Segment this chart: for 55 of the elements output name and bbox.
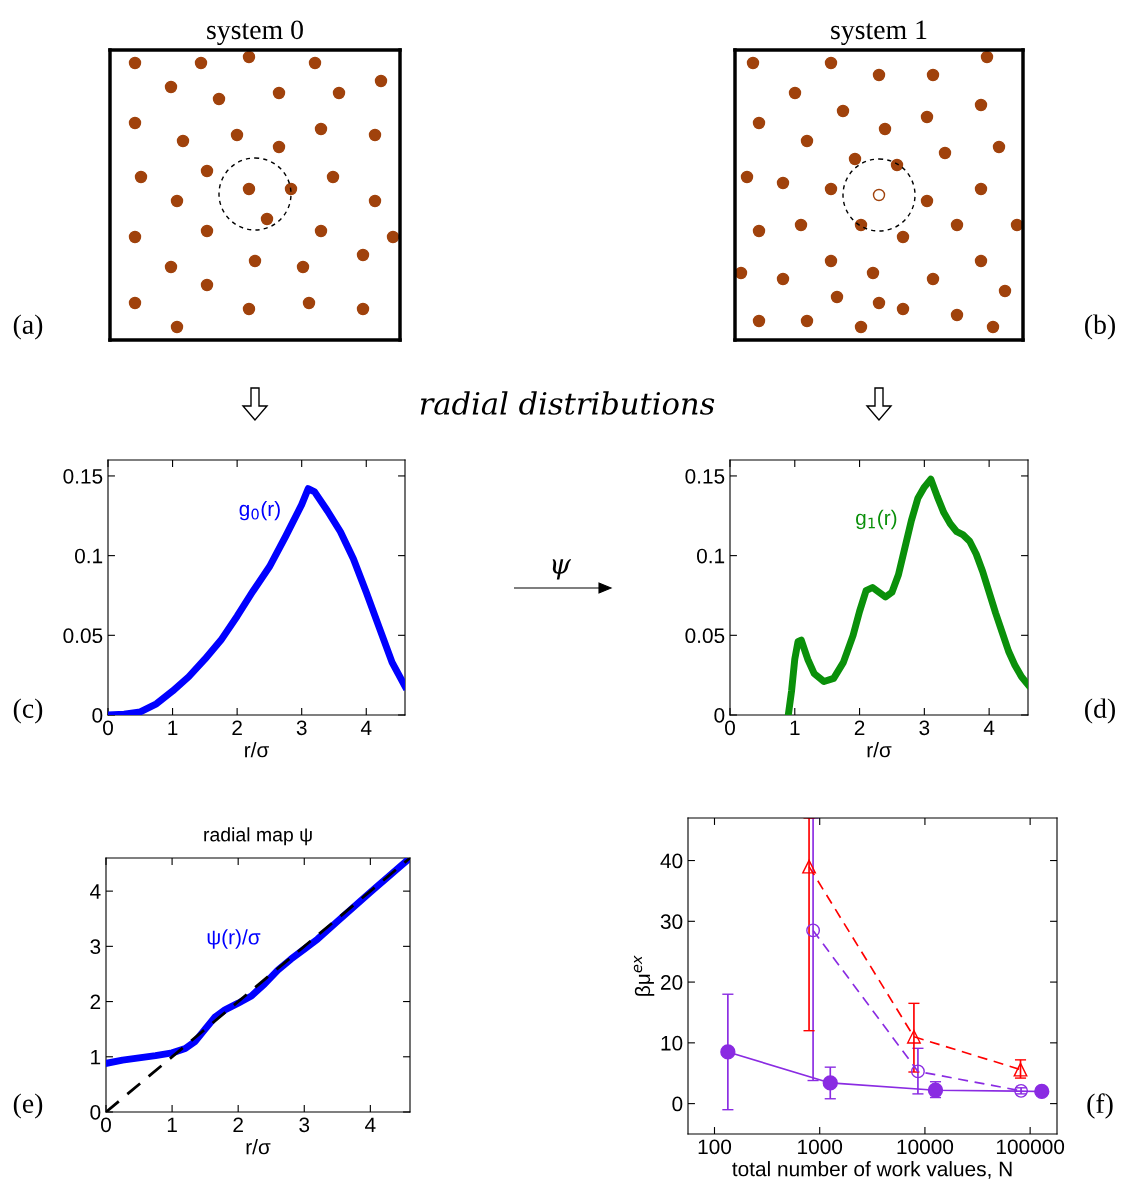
x-axis-title: r/σ	[245, 742, 269, 758]
x-tick-label: 3	[919, 720, 930, 736]
x-tick-label: 0	[725, 720, 735, 736]
x-tick-label: 4	[360, 720, 372, 735]
x-axis-title: r/σ	[867, 742, 892, 758]
y-tick-label: 1	[91, 1050, 101, 1065]
text: (b)	[1085, 314, 1115, 340]
series-label: g$_{0}$(r)	[239, 500, 280, 521]
y-tick-label: 0	[714, 708, 725, 723]
y-tick-label: 0.15	[63, 468, 103, 484]
y-tick-label: 30	[660, 914, 683, 930]
y-tick-label: 2	[90, 994, 101, 1010]
y-tick-label: 0	[90, 1105, 101, 1120]
x-tick-label: 100000	[996, 1139, 1065, 1155]
y-tick-label: 3	[90, 939, 101, 955]
y-axis-title: βμ$^{ex}$	[633, 955, 655, 996]
text: system 0	[207, 20, 303, 45]
x-tick-label: 0	[103, 720, 113, 736]
x-axis-title: r/σ	[246, 1139, 271, 1155]
x-tick-label: 2	[854, 720, 865, 735]
text: (d)	[1085, 698, 1115, 724]
x-tick-label: 4	[365, 1117, 376, 1132]
x-tick-label: 4	[983, 720, 995, 735]
x-tick-label: 1	[167, 1117, 177, 1132]
series-label: g$_{1}$(r)	[856, 509, 897, 530]
x-tick-label: 10000	[897, 1139, 954, 1155]
y-tick-label: 0.05	[685, 628, 725, 644]
y-tick-label: 0	[672, 1096, 683, 1112]
y-tick-label: 0.1	[74, 548, 103, 564]
y-tick-label: 0.05	[63, 628, 103, 644]
text: (e)	[13, 1093, 43, 1119]
x-tick-label: 3	[299, 1117, 310, 1133]
x-tick-label: 3	[296, 720, 307, 736]
text: (a)	[13, 314, 43, 340]
y-tick-label: 4	[90, 884, 101, 899]
y-tick-label: 0	[92, 708, 103, 723]
x-tick-label: 2	[232, 720, 242, 735]
y-tick-label: 0.15	[685, 468, 725, 484]
x-tick-label: 2	[233, 1117, 243, 1132]
x-tick-label: 100	[698, 1139, 732, 1155]
y-tick-label: 0.1	[696, 548, 725, 564]
x-axis-title: total number of work values, N	[732, 1161, 1012, 1179]
y-tick-label: 20	[661, 975, 683, 990]
text: (f)	[1087, 1093, 1113, 1119]
x-tick-label: 1000	[798, 1139, 843, 1155]
x-tick-label: 1	[168, 720, 178, 735]
text: radial distributions	[420, 391, 715, 415]
y-tick-label: 10	[661, 1035, 683, 1051]
chart-title: radial map ψ	[204, 827, 312, 846]
x-tick-label: 1	[790, 720, 800, 735]
text: system 1	[831, 20, 927, 45]
text: (c)	[13, 698, 43, 724]
text: ψ	[552, 559, 572, 580]
series-label: ψ(r)/σ	[207, 929, 261, 949]
y-tick-label: 40	[660, 853, 683, 869]
